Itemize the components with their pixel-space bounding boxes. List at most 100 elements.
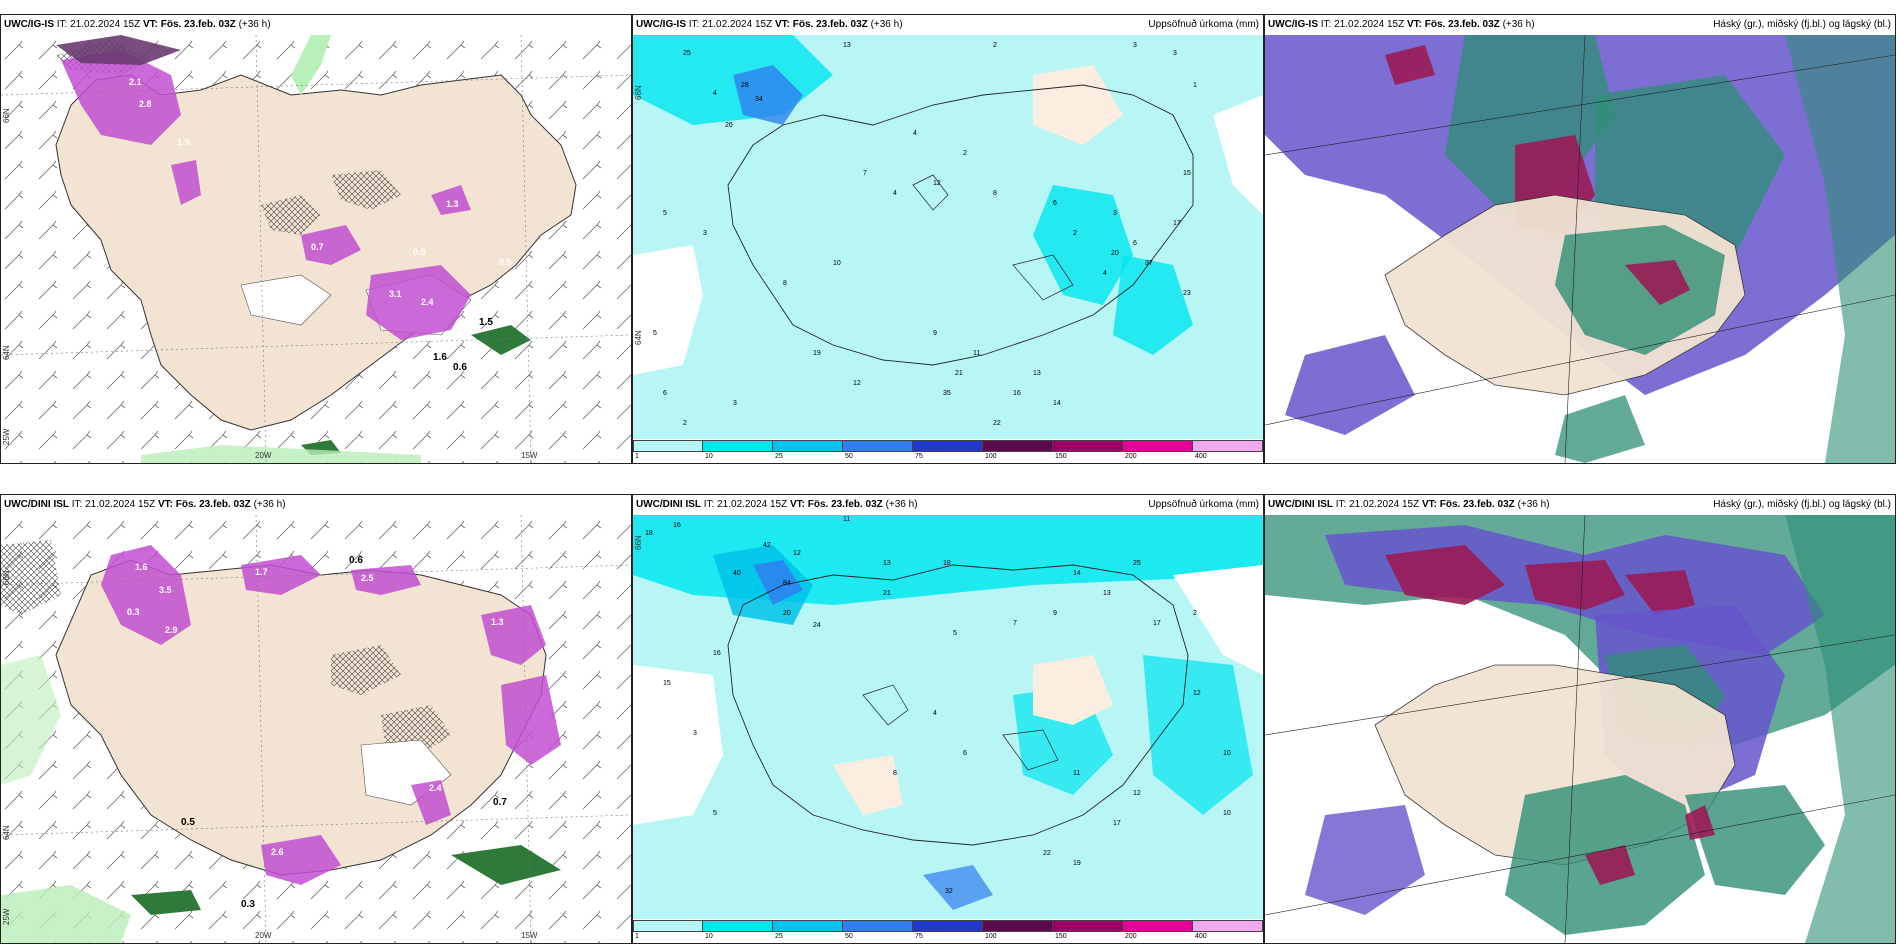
svg-text:5: 5 xyxy=(653,330,657,337)
panel-title: UWC/DINI ISL IT: 21.02.2024 15Z VT: Fös.… xyxy=(636,499,1259,510)
map-view[interactable]: 0.2 2.1 2.8 1.9 0.7 0.5 1.3 0.5 2.4 3.1 … xyxy=(1,35,631,463)
map-view[interactable]: 18 16 11 12 13 42 84 40 21 20 24 18 15 1… xyxy=(633,515,1263,919)
svg-text:22: 22 xyxy=(993,420,1001,427)
svg-text:12: 12 xyxy=(933,180,941,187)
map-svg: 0.2 2.1 2.8 1.9 0.7 0.5 1.3 0.5 2.4 3.1 … xyxy=(1,35,631,463)
svg-text:1: 1 xyxy=(1193,82,1197,89)
snow-label: 0.5 xyxy=(499,257,512,267)
snow-label: 2.4 xyxy=(429,783,442,793)
map-svg: 1.6 3.5 2.9 0.3 1.7 2.5 1.3 2.6 2.4 0.6 … xyxy=(1,515,631,943)
snow-label: 1.6 xyxy=(135,562,148,572)
map-view[interactable] xyxy=(1265,35,1895,463)
svg-text:25: 25 xyxy=(1133,560,1141,567)
svg-text:4: 4 xyxy=(933,710,937,717)
map-view[interactable] xyxy=(1265,515,1895,943)
svg-text:17: 17 xyxy=(1173,220,1181,227)
svg-text:3: 3 xyxy=(1113,210,1117,217)
svg-text:21: 21 xyxy=(883,590,891,597)
svg-text:20: 20 xyxy=(1111,250,1119,257)
colorbar-swatch xyxy=(773,920,843,932)
colorbar-swatch xyxy=(983,920,1053,932)
panel-title: UWC/IG-IS IT: 21.02.2024 15Z VT: Fös. 23… xyxy=(1268,19,1891,30)
svg-text:16: 16 xyxy=(673,522,681,529)
svg-text:3: 3 xyxy=(703,230,707,237)
colorbar-tick-label: 50 xyxy=(845,453,853,460)
snow-label: 0.3 xyxy=(127,607,140,617)
svg-text:2: 2 xyxy=(1193,610,1197,617)
snow-label: 0.6 xyxy=(453,362,467,373)
snow-label: 1.9 xyxy=(177,137,190,147)
svg-text:13: 13 xyxy=(883,560,891,567)
svg-text:12: 12 xyxy=(1193,690,1201,697)
lon-label: 20W xyxy=(255,931,272,940)
lat-label: 66N xyxy=(634,535,643,550)
lon-label: 15W xyxy=(521,451,538,460)
snow-label: 2.1 xyxy=(129,77,142,87)
svg-text:11: 11 xyxy=(1073,770,1080,777)
svg-text:14: 14 xyxy=(1053,400,1061,407)
colorbar-swatch xyxy=(1123,920,1193,932)
colorbar-swatch xyxy=(773,440,843,452)
svg-text:2: 2 xyxy=(683,420,687,427)
svg-text:13: 13 xyxy=(843,42,851,49)
svg-text:5: 5 xyxy=(953,630,957,637)
colorbar-swatch xyxy=(703,440,773,452)
svg-text:2: 2 xyxy=(993,42,997,49)
svg-text:11: 11 xyxy=(843,516,850,523)
colorbar-swatch xyxy=(633,440,703,452)
svg-text:4: 4 xyxy=(1103,270,1107,277)
panel-dini-precipitation: UWC/DINI ISL IT: 21.02.2024 15Z VT: Fös.… xyxy=(632,494,1264,944)
svg-text:9: 9 xyxy=(1053,610,1057,617)
snow-label: 0.7 xyxy=(493,797,507,808)
panel-ig-is-clouds: UWC/IG-IS IT: 21.02.2024 15Z VT: Fös. 23… xyxy=(1264,14,1896,464)
snow-label: 3.5 xyxy=(159,585,172,595)
svg-text:19: 19 xyxy=(1073,860,1081,867)
snow-label: 2.8 xyxy=(139,99,152,109)
lon-label: 20W xyxy=(255,451,272,460)
colorbar-tick-label: 25 xyxy=(775,933,783,940)
lat-label: 66N xyxy=(634,85,643,100)
colorbar-swatch xyxy=(913,440,983,452)
colorbar-tick-label: 200 xyxy=(1125,453,1137,460)
colorbar: 1 10 25 50 75 100 150 200 400 xyxy=(633,919,1263,943)
lat-label: 66N xyxy=(2,108,11,123)
colorbar-swatch xyxy=(1123,440,1193,452)
svg-text:40: 40 xyxy=(733,570,741,577)
svg-text:18: 18 xyxy=(645,530,653,537)
svg-text:19: 19 xyxy=(813,350,821,357)
svg-text:8: 8 xyxy=(993,190,997,197)
svg-text:3: 3 xyxy=(1173,50,1177,57)
map-view[interactable]: 25 13 2 3 3 1 4 28 34 26 4 2 5 3 7 4 12 … xyxy=(633,35,1263,439)
iceland-coast xyxy=(727,84,1194,366)
svg-text:5: 5 xyxy=(713,810,717,817)
map-svg xyxy=(1265,515,1895,943)
colorbar-swatch xyxy=(1053,440,1123,452)
colorbar-tick-label: 10 xyxy=(705,453,713,460)
svg-text:23: 23 xyxy=(1183,290,1191,297)
map-svg: 18 16 11 12 13 42 84 40 21 20 24 18 15 1… xyxy=(633,515,1263,919)
colorbar-tick-label: 75 xyxy=(915,453,923,460)
svg-text:16: 16 xyxy=(713,650,721,657)
panel-ig-is-wind-snow: UWC/IG-IS IT: 21.02.2024 15Z VT: Fös. 23… xyxy=(0,14,632,464)
colorbar-swatch xyxy=(703,920,773,932)
panel-dini-wind-snow: UWC/DINI ISL IT: 21.02.2024 15Z VT: Fös.… xyxy=(0,494,632,944)
svg-text:12: 12 xyxy=(853,380,861,387)
snow-label: 2.4 xyxy=(421,297,434,307)
svg-text:7: 7 xyxy=(1013,620,1017,627)
snow-label: 0.6 xyxy=(349,555,363,566)
svg-text:4: 4 xyxy=(713,90,717,97)
lat-label: 25W xyxy=(2,908,11,925)
colorbar-tick-label: 75 xyxy=(915,933,923,940)
colorbar-swatch xyxy=(843,440,913,452)
svg-text:12: 12 xyxy=(793,550,801,557)
svg-text:10: 10 xyxy=(1223,810,1231,817)
colorbar-tick-label: 50 xyxy=(845,933,853,940)
svg-text:10: 10 xyxy=(1223,750,1231,757)
lat-label: 66N xyxy=(2,570,11,585)
map-view[interactable]: 1.6 3.5 2.9 0.3 1.7 2.5 1.3 2.6 2.4 0.6 … xyxy=(1,515,631,943)
svg-text:16: 16 xyxy=(1013,390,1021,397)
colorbar-tick-label: 150 xyxy=(1055,453,1067,460)
svg-text:25: 25 xyxy=(683,50,691,57)
panel-dini-clouds: UWC/DINI ISL IT: 21.02.2024 15Z VT: Fös.… xyxy=(1264,494,1896,944)
svg-text:3: 3 xyxy=(1133,42,1137,49)
